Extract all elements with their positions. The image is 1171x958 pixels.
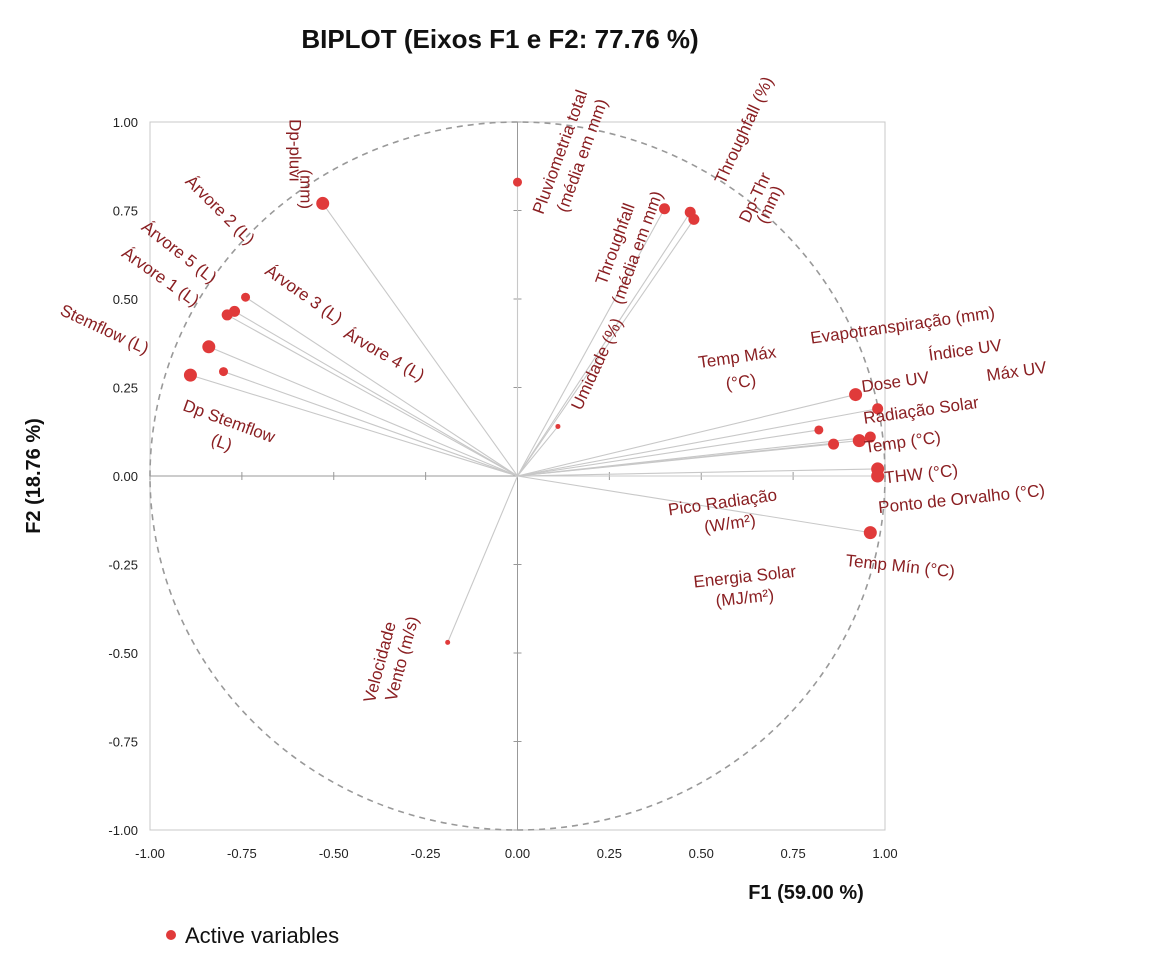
variable-label: Máx UV [985,358,1048,385]
variable-point [555,423,561,429]
variable-vector [517,211,691,477]
variable-vector [226,314,518,477]
legend: Active variables [166,923,339,948]
variable-label: (°C) [725,371,758,394]
variable-label: Ponto de Orvalho (°C) [877,481,1046,517]
variable-label: Temp Máx [697,342,778,372]
variable-point [241,292,251,302]
variable-label: Stemflow (L) [57,301,152,359]
legend-label: Active variables [185,923,339,948]
x-tick-label: -1.00 [135,846,165,861]
variable-point [688,213,700,225]
variable-label: Radiação Solar [862,393,980,428]
variable-label: Árvore 3 (L) [262,261,346,328]
variable-vector [322,203,518,477]
variable-vector [517,436,871,477]
variable-point [872,403,884,415]
variable-vector [517,475,871,534]
variable-vector [234,310,518,477]
variable-label: Árvore 2 (L) [182,172,259,249]
y-tick-label: -0.25 [108,558,138,573]
x-tick-label: 1.00 [872,846,897,861]
variable-label: Umidade (%) [567,315,626,413]
variable-label: Índice UV [927,336,1003,365]
variable-point [849,388,863,402]
variable-label: (MJ/m²) [715,585,775,610]
variable-vector [517,468,878,477]
x-tick-label: 0.00 [505,846,530,861]
variable-point [316,196,330,210]
legend-marker [166,930,176,940]
plot-area: -1.00 -0.75 -0.50 -0.25 0.00 0.25 0.50 0.75 1.00… [57,74,1048,861]
variable-point [221,309,233,321]
variable-vector [517,219,695,477]
variable-label: (mm) [297,169,316,209]
variable-label: (L) [209,430,235,455]
variable-label: Dp-pluvi [286,119,305,181]
variable-point [864,431,876,443]
variable-point [183,368,197,382]
y-tick-label: -1.00 [108,823,138,838]
y-tick-label: 0.50 [113,292,138,307]
variable-vector [517,426,559,477]
y-tick-label: 0.25 [113,381,138,396]
variable-point [852,434,866,448]
y-tick-label: 1.00 [113,115,138,130]
variable-point [863,526,877,540]
y-tick-label: 0.00 [113,469,138,484]
variable-vector [223,371,518,477]
variable-vector [517,429,819,477]
x-tick-label: -0.25 [411,846,441,861]
variable-point [202,340,216,354]
variable-vector [208,346,518,477]
variable-point [828,438,840,450]
variable-label: Throughfall (%) [711,74,777,187]
x-tick-label: 0.50 [689,846,714,861]
variable-point [513,177,522,187]
variable-vector [447,475,519,643]
x-axis-title: F1 (59.00 %) [748,882,864,904]
variable-vector [190,374,518,477]
variable-label: Temp Mín (°C) [845,551,956,581]
x-tick-label: -0.75 [227,846,257,861]
variable-vector [517,408,878,477]
y-tick-label: -0.50 [108,646,138,661]
y-tick-label: -0.75 [108,735,138,750]
x-tick-label: 0.25 [597,846,622,861]
variable-point [659,203,670,215]
variable-vector [245,296,518,477]
variable-vector [517,394,856,477]
variable-point [871,469,885,483]
variable-label: Dose UV [860,368,931,396]
y-axis-title: F2 (18.76 %) [23,418,45,534]
chart-title: BIPLOT (Eixos F1 e F2: 77.76 %) [301,24,698,54]
variable-point [814,425,824,435]
variable-label: Energia Solar [693,562,798,592]
variable-point [219,367,228,377]
variable-label: THW (°C) [883,461,958,488]
y-tick-label: 0.75 [113,204,138,219]
variable-label: Temp (°C) [863,427,942,456]
variable-point [445,639,451,645]
variable-vector [517,208,665,477]
variable-label: (W/m²) [703,511,757,537]
x-tick-label: -0.50 [319,846,349,861]
x-tick-label: 0.75 [780,846,805,861]
